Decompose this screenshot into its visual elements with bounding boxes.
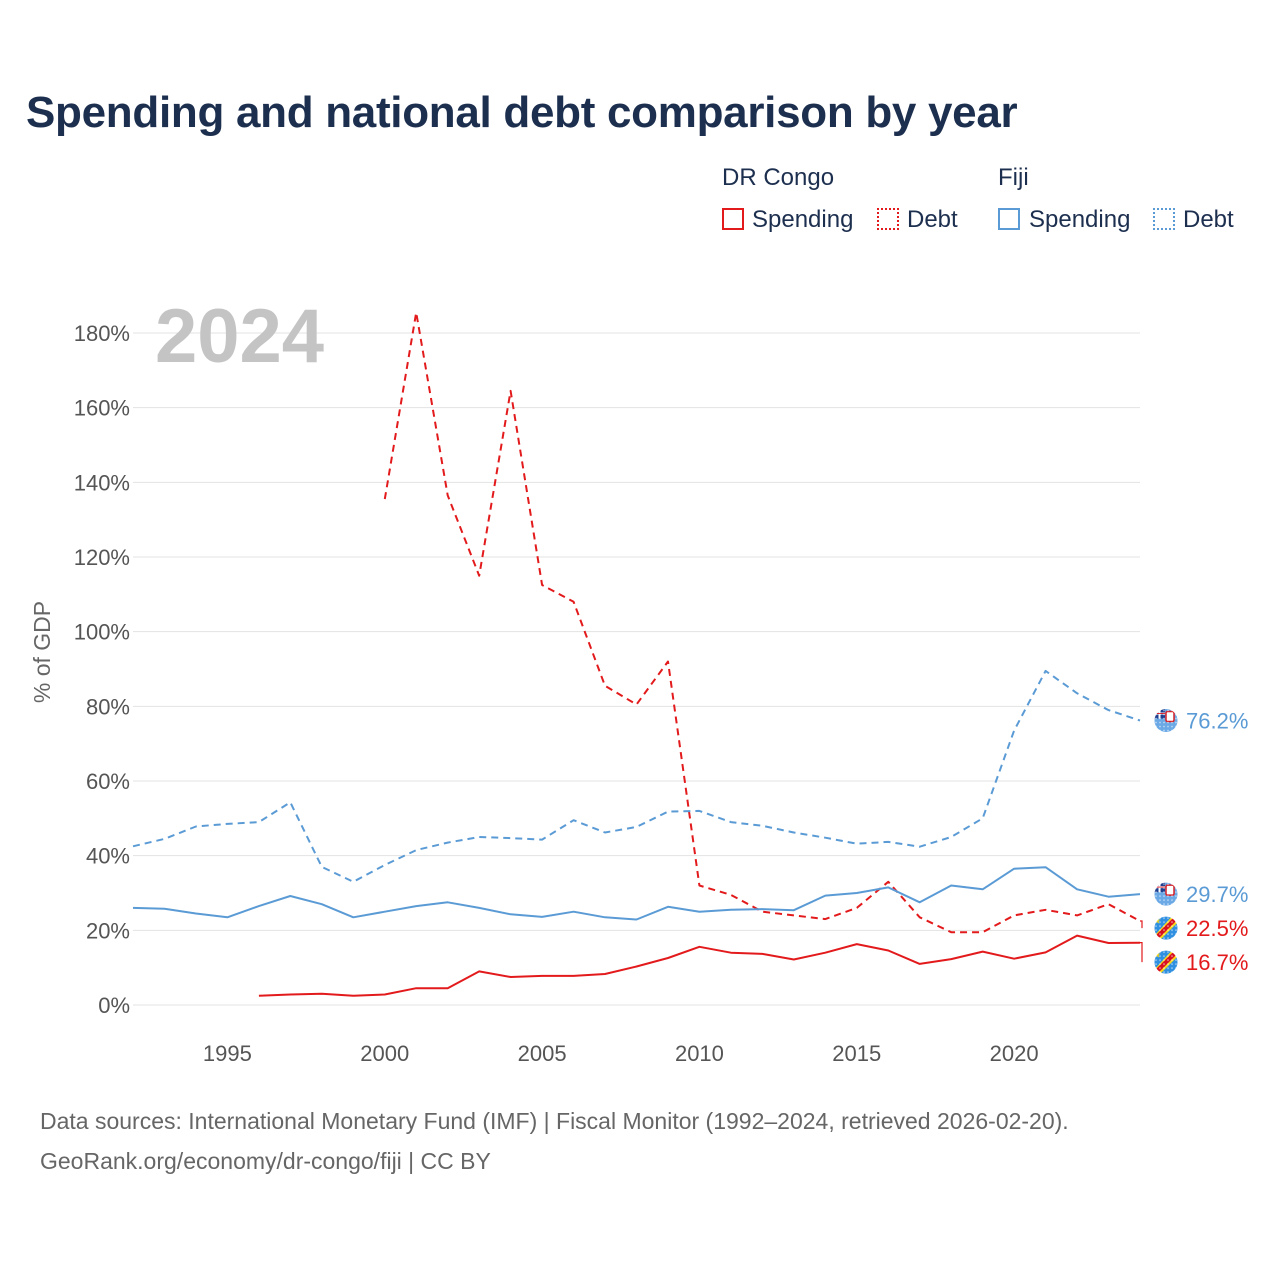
y-tick-label: 120% <box>74 545 130 570</box>
chart-title: Spending and national debt comparison by… <box>26 88 1018 137</box>
end-value-label: 16.7% <box>1186 950 1248 975</box>
x-tick-label: 2015 <box>832 1041 881 1066</box>
end-value-label: 76.2% <box>1186 709 1248 734</box>
legend-label-dr-congo-spending[interactable]: Spending <box>752 206 854 233</box>
legend-group-fiji: Fiji <box>998 164 1029 191</box>
x-tick-label: 2005 <box>518 1041 567 1066</box>
end-value-label: 22.5% <box>1186 916 1248 941</box>
flag-marker-dr-congo <box>1153 915 1179 941</box>
x-tick-label: 1995 <box>203 1041 252 1066</box>
gridlines <box>133 332 1140 1006</box>
end-markers: 76.2% 29.7% 22.5% 16.7% <box>1140 708 1248 975</box>
series-line-dr-congo-spending[interactable] <box>258 934 1141 997</box>
footer-sources: Data sources: International Monetary Fun… <box>40 1108 1069 1134</box>
series-line-fiji-spending[interactable] <box>132 866 1141 921</box>
y-axis-label: % of GDP <box>29 601 55 703</box>
y-tick-label: 40% <box>86 844 130 869</box>
y-tick-label: 160% <box>74 396 130 421</box>
series-lines <box>132 311 1141 997</box>
legend-label-dr-congo-debt[interactable]: Debt <box>907 206 958 233</box>
y-tick-label: 140% <box>74 470 130 495</box>
legend-swatch-dr-congo-debt <box>877 208 899 230</box>
y-tick-label: 80% <box>86 694 130 719</box>
flag-marker-fiji <box>1153 881 1179 907</box>
series-line-dr-congo-debt[interactable] <box>383 311 1141 934</box>
y-tick-label: 0% <box>98 993 130 1018</box>
end-value-label: 29.7% <box>1186 882 1248 907</box>
x-axis: 1995 2000 2005 2010 2015 2020 <box>203 1041 1039 1066</box>
series-line-fiji-debt[interactable] <box>132 669 1141 883</box>
legend-swatch-dr-congo-spending <box>722 208 744 230</box>
label-leader-line <box>1140 920 1143 929</box>
year-watermark: 2024 <box>155 294 324 379</box>
x-tick-label: 2000 <box>360 1041 409 1066</box>
flag-marker-fiji <box>1153 708 1179 734</box>
legend-swatch-fiji-debt <box>1153 208 1175 230</box>
y-tick-label: 20% <box>86 918 130 943</box>
legend-label-fiji-spending[interactable]: Spending <box>1029 206 1131 233</box>
y-tick-label: 100% <box>74 620 130 645</box>
y-tick-label: 180% <box>74 321 130 346</box>
legend-group-dr-congo: DR Congo <box>722 164 835 191</box>
flag-marker-dr-congo <box>1153 949 1179 975</box>
x-tick-label: 2020 <box>990 1041 1039 1066</box>
footer-credit: GeoRank.org/economy/dr-congo/fiji | CC B… <box>40 1148 491 1174</box>
y-tick-label: 60% <box>86 769 130 794</box>
legend-label-fiji-debt[interactable]: Debt <box>1183 206 1234 233</box>
y-axis: 0% 20% 40% 60% 80% 100% 120% 140% 160% 180% <box>74 321 130 1018</box>
legend-swatch-fiji-spending <box>998 208 1020 230</box>
x-tick-label: 2010 <box>675 1041 724 1066</box>
label-leader-line <box>1140 942 1143 963</box>
